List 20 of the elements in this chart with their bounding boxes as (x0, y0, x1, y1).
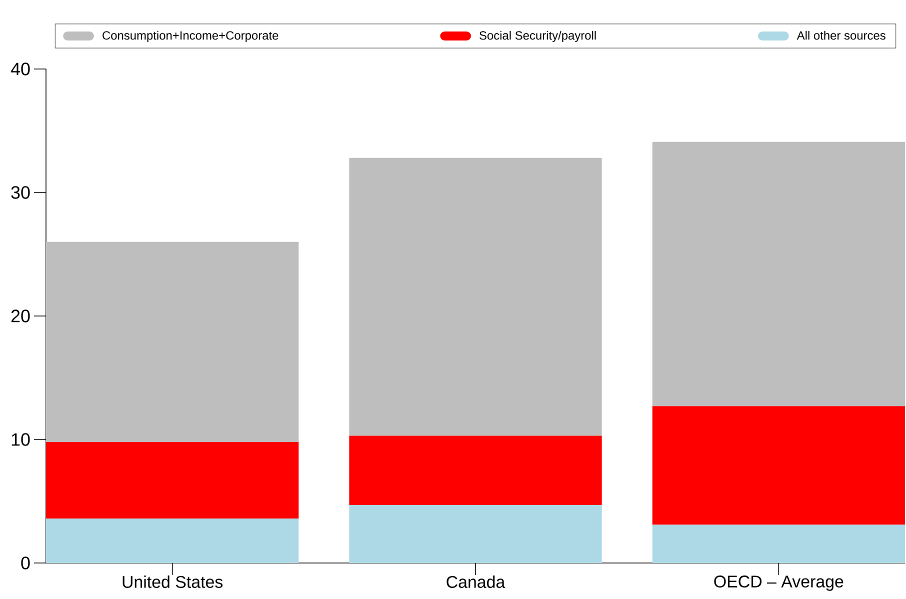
bar (652, 406, 905, 525)
bar (46, 518, 299, 563)
y-tick-label: 10 (12, 433, 30, 446)
bar (652, 142, 905, 406)
y-tick-label: 20 (11, 310, 30, 322)
legend-label: All other sources (796, 30, 886, 40)
legend-label: Social Security/payroll (480, 30, 596, 42)
bar (349, 436, 602, 505)
x-tick-label: Canada (446, 576, 506, 588)
legend-label: Consumption+Income+Corporate (102, 30, 278, 42)
y-tick-label: 40 (10, 62, 30, 76)
x-tick-label: United States (122, 576, 223, 588)
bar (652, 524, 905, 563)
bar (46, 242, 299, 442)
bar (349, 504, 602, 563)
y-tick-label: 0 (21, 556, 30, 570)
x-tick-label: OECD – Average (714, 576, 844, 591)
bar (349, 158, 602, 436)
bar (46, 442, 299, 519)
y-tick-label: 30 (11, 186, 30, 199)
